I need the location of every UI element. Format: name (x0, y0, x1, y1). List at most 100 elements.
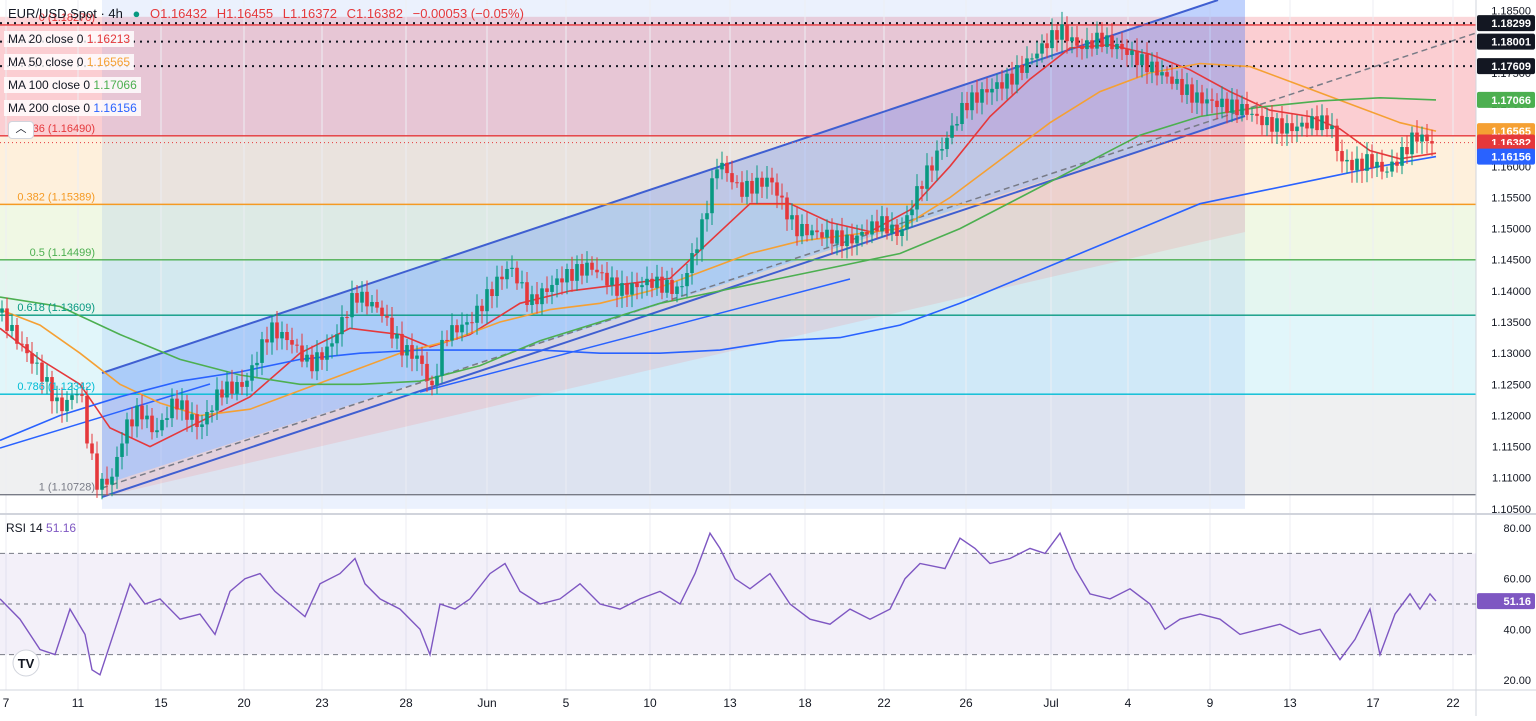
candle (85, 395, 89, 444)
candle (800, 223, 804, 237)
candle (530, 294, 534, 305)
candle (490, 289, 494, 297)
legend-rsi[interactable]: RSI 14 51.16 (6, 521, 76, 535)
candle (360, 291, 364, 303)
candle (805, 223, 809, 236)
candle (965, 102, 969, 111)
candle (1250, 113, 1254, 115)
candle (25, 344, 29, 354)
candle (735, 182, 739, 184)
candle (265, 339, 269, 343)
candle (285, 332, 289, 341)
x-tick-label: Jun (477, 696, 496, 710)
candle (1110, 35, 1114, 50)
candle (10, 324, 14, 331)
candle (90, 443, 94, 454)
candle (850, 234, 854, 244)
candle (925, 165, 929, 189)
candle (1295, 126, 1299, 132)
candle (815, 230, 819, 233)
legend-ma50[interactable]: MA 50 close 0 1.16565 (4, 54, 135, 70)
candle (1340, 151, 1344, 162)
chart-header: EUR/USD Spot · 4h ● O1.16432 H1.16455 L1… (8, 6, 530, 21)
candle (950, 125, 954, 138)
candle (465, 322, 469, 325)
candle (230, 381, 234, 394)
candle (395, 333, 399, 339)
candle (1240, 104, 1244, 116)
candle (1270, 117, 1274, 132)
candle (1195, 92, 1199, 103)
candle (75, 394, 79, 396)
candle (855, 235, 859, 244)
candle (1050, 30, 1054, 49)
candle (1290, 123, 1294, 132)
series-ma-50[interactable] (0, 62, 1437, 417)
candle (1045, 43, 1049, 49)
ma200-label: MA 200 close 0 (8, 101, 91, 115)
candle (725, 162, 729, 174)
series-ma-100[interactable] (0, 96, 1437, 386)
series-ma-200[interactable] (0, 155, 1437, 442)
candle (1370, 154, 1374, 168)
candle (1365, 154, 1369, 171)
candle (960, 102, 964, 125)
y-tick-label: 1.14000 (1491, 286, 1531, 298)
candle (745, 180, 749, 197)
candle (1255, 113, 1259, 116)
candle (695, 249, 699, 254)
candle (355, 293, 359, 303)
fib-level-label: 0.618 (1.13609) (17, 302, 95, 314)
candle (740, 182, 744, 197)
candle (385, 315, 389, 318)
candle (660, 276, 664, 293)
highlight-box (102, 0, 1245, 509)
trend-line[interactable] (419, 278, 851, 393)
candle (1310, 116, 1314, 129)
candle (820, 232, 824, 238)
rsi-line[interactable] (0, 531, 1437, 676)
candle (1145, 54, 1149, 73)
rsi-tick-label: 20.00 (1503, 675, 1531, 687)
ma100-label: MA 100 close 0 (8, 78, 91, 92)
collapse-legend-button[interactable]: ︿ (8, 121, 34, 139)
fib-level-label: 0.5 (1.14499) (30, 247, 95, 259)
channel-mid-line[interactable] (101, 32, 1477, 489)
candle (1405, 147, 1409, 155)
candle (720, 162, 724, 170)
candle (110, 476, 114, 485)
legend-ma20[interactable]: MA 20 close 0 1.16213 (4, 31, 135, 47)
candle (1170, 76, 1174, 84)
price-badge (1477, 58, 1535, 75)
candle (515, 267, 519, 284)
fib-zone (0, 204, 1476, 260)
candle (30, 353, 34, 364)
candle (985, 89, 989, 93)
candle (645, 278, 649, 286)
candle (1280, 118, 1284, 134)
ohlc-high: H1.16455 (216, 6, 274, 21)
candle (620, 283, 624, 296)
candle (55, 397, 59, 402)
candle (140, 405, 144, 420)
candle (1115, 43, 1119, 50)
legend-ma100[interactable]: MA 100 close 0 1.17066 (4, 77, 141, 93)
x-tick-label: 13 (1283, 696, 1297, 710)
candle (570, 268, 574, 281)
candle (1245, 104, 1249, 115)
candle (1235, 99, 1239, 116)
symbol-title[interactable]: EUR/USD Spot · 4h (8, 6, 123, 21)
x-tick-label: 22 (1446, 696, 1460, 710)
legend-ma200[interactable]: MA 200 close 0 1.16156 (4, 100, 141, 116)
x-tick-label: 9 (1207, 696, 1214, 710)
candle (610, 277, 614, 286)
candle (875, 221, 879, 232)
candle (835, 230, 839, 244)
candle (1060, 24, 1064, 40)
candle (450, 325, 454, 341)
candle (865, 231, 869, 235)
candle (435, 375, 439, 386)
candle (310, 354, 314, 372)
